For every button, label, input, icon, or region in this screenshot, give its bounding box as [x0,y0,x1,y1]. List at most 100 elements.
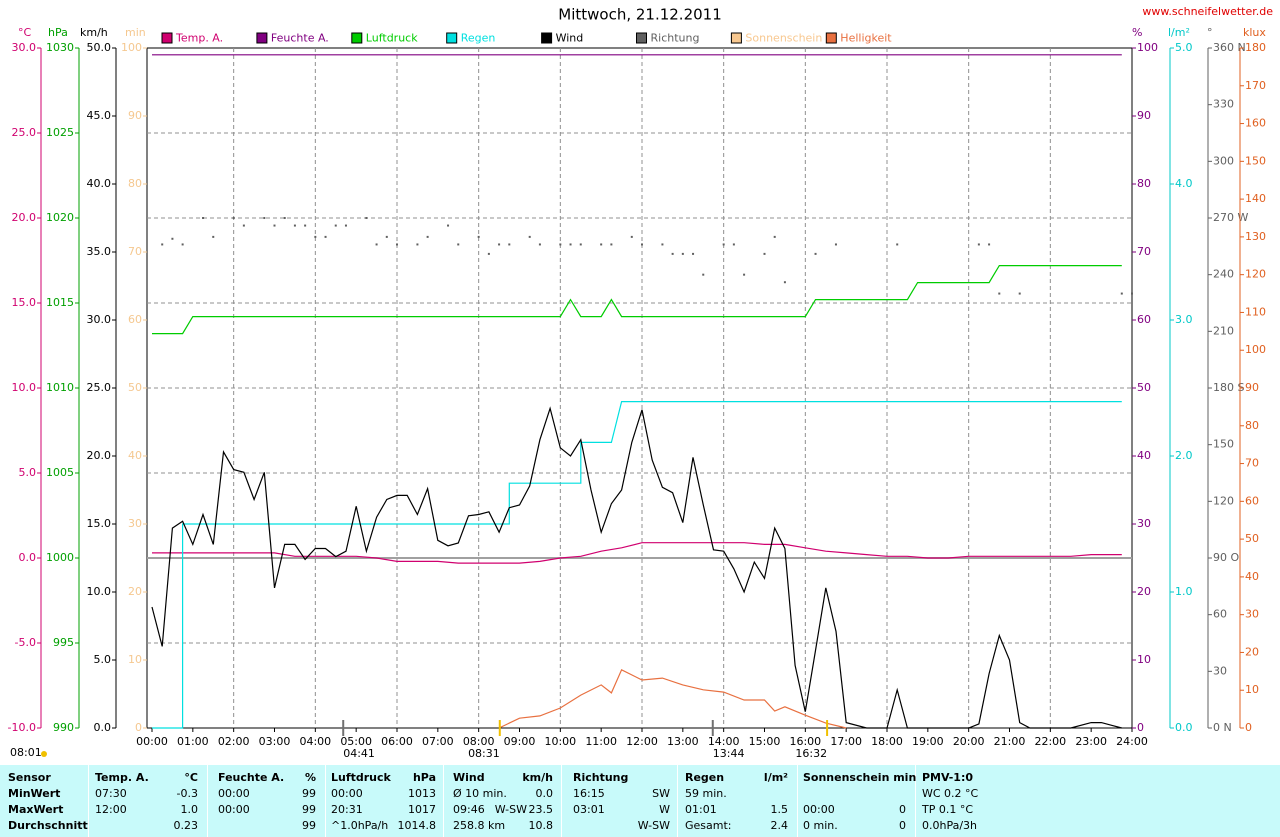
table-cell: Richtung [573,771,629,784]
y-tick-label: 70 [128,245,142,258]
y-tick-label: 0.0 [1175,721,1193,734]
table-cell: ^1.0hPa/h [331,819,389,832]
legend-label: Feuchte A. [271,32,329,45]
annotation-label: 16:32 [795,747,827,760]
axis-unit: % [1132,26,1142,39]
x-tick-label: 08:00 [463,735,495,748]
y-tick-label: 0 N [1213,721,1232,734]
table-cell: hPa [412,771,436,784]
y-tick-label: 1005 [46,466,74,479]
axis-unit: l/m² [1168,26,1190,39]
x-tick-label: 20:00 [953,735,985,748]
table-cell: Luftdruck [331,771,391,784]
direction-dot [334,224,337,227]
direction-dot [375,243,378,246]
table-cell: 1013 [408,787,436,800]
y-tick-label: 270 W [1213,211,1248,224]
table-cell: °C [184,771,198,784]
x-tick-label: 23:00 [1075,735,1107,748]
table-cell: W-SW [637,819,670,832]
separator [915,765,916,837]
y-tick-label: 30 [1137,517,1151,530]
table-cell: Wind [453,771,485,784]
y-tick-label: 1.0 [1175,585,1193,598]
direction-dot [273,224,276,227]
legend-label: Luftdruck [366,32,418,45]
axis-unit: hPa [48,26,68,39]
x-tick-label: 04:00 [299,735,331,748]
direction-dot [702,273,705,276]
legend-swatch [636,32,647,44]
y-tick-label: 50 [1245,532,1259,545]
x-tick-label: 11:00 [585,735,617,748]
day-length: 08:01 [10,746,42,759]
y-tick-label: 70 [1245,457,1259,470]
table-cell: W [659,803,670,816]
y-tick-label: 5.0 [94,653,112,666]
annotation-label: 08:31 [468,747,500,760]
y-tick-label: 5.0 [19,466,37,479]
y-tick-label: 3.0 [1175,313,1193,326]
series-line [498,668,847,729]
axis-unit: klux [1243,26,1266,39]
table-cell: 07:30 [95,787,127,800]
table-cell: Feuchte A. [218,771,285,784]
separator [561,765,562,837]
direction-dot [814,252,817,255]
table-cell: 1014.8 [397,819,437,832]
table-cell: 0.0hPa/3h [922,819,978,832]
table-cell: MinWert [8,787,61,800]
table-cell: 2.4 [770,819,789,832]
direction-dot [477,235,480,238]
direction-dot [232,217,235,219]
table-cell: PMV-1:0 [922,771,973,784]
table-cell: -0.3 [176,787,198,800]
table-cell: W-SW [494,803,527,816]
x-tick-label: 12:00 [626,735,658,748]
direction-dot [722,243,725,246]
direction-dot [977,243,980,246]
separator [207,765,208,837]
y-tick-label: 100 [121,41,142,54]
y-tick-label: 110 [1245,305,1266,318]
table-cell: 00:00 [803,803,835,816]
direction-dot [324,235,327,238]
direction-dot [344,224,347,227]
table-cell: WC 0.2 °C [922,787,979,800]
table-cell: 20:31 [331,803,363,816]
y-tick-label: 2.0 [1175,449,1193,462]
y-tick-label: 70 [1137,245,1151,258]
legend-label: Temp. A. [175,32,223,45]
x-tick-label: 17:00 [830,735,862,748]
y-tick-label: 45.0 [87,109,112,122]
series-line [152,542,1122,564]
y-tick-label: 20 [128,585,142,598]
y-tick-label: 1020 [46,211,74,224]
y-tick-label: 995 [53,636,74,649]
annotation-label: 04:41 [343,747,375,760]
y-tick-label: 10.0 [12,381,37,394]
direction-dot [498,243,501,246]
x-tick-label: 22:00 [1034,735,1066,748]
table-cell: 23.5 [528,803,554,816]
direction-dot [487,252,490,255]
y-tick-label: 300 [1213,154,1234,167]
y-tick-label: 30 [128,517,142,530]
y-tick-label: 50 [1137,381,1151,394]
y-tick-label: 25.0 [87,381,112,394]
y-tick-label: 1025 [46,126,74,139]
y-tick-label: 1000 [46,551,74,564]
sun-icon [41,751,47,757]
direction-dot [783,281,786,284]
y-tick-label: 40 [1137,449,1151,462]
direction-dot [579,243,582,246]
y-tick-label: 5.0 [1175,41,1193,54]
x-tick-label: 16:00 [789,735,821,748]
series-line [152,265,1122,335]
direction-dot [671,252,674,255]
y-tick-label: 160 [1245,117,1266,130]
table-cell: 59 min. [685,787,727,800]
x-tick-label: 07:00 [422,735,454,748]
direction-dot [681,252,684,255]
y-tick-label: 40.0 [87,177,112,190]
